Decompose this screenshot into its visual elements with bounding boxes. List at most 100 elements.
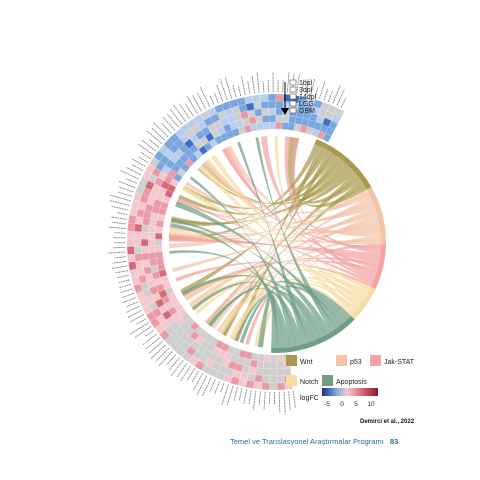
gene-label-mark xyxy=(107,251,126,254)
gene-label-mark xyxy=(300,78,305,95)
heatmap-cell xyxy=(140,245,149,254)
heatmap-cell xyxy=(260,101,269,109)
chord-ribbon xyxy=(182,186,363,305)
heatmap-cell xyxy=(149,258,158,267)
gene-label-mark xyxy=(131,158,146,167)
gene-label-mark xyxy=(179,365,192,382)
gene-label-mark xyxy=(251,75,256,94)
heatmap-cell xyxy=(126,246,135,255)
logfc-tick: 5 xyxy=(354,401,358,408)
pathway-sector-notch xyxy=(350,287,376,320)
gene-label-mark xyxy=(114,256,126,259)
chord-ribbon xyxy=(257,294,278,349)
gene-label-mark xyxy=(110,216,127,220)
gene-label-mark xyxy=(209,95,215,106)
heatmap-cell xyxy=(252,94,261,103)
chord-ribbon xyxy=(222,147,375,282)
gene-label-mark xyxy=(126,305,140,313)
pathway-swatch-apoptosis xyxy=(322,375,333,386)
heatmap-cell xyxy=(269,382,278,391)
gene-label-mark xyxy=(186,95,198,114)
gene-label-mark xyxy=(138,156,149,163)
gene-label-mark xyxy=(146,130,163,145)
heatmap-cell xyxy=(142,259,151,268)
gene-label-mark xyxy=(327,90,333,102)
heatmap-cell xyxy=(133,246,142,255)
heatmap-cell xyxy=(135,260,144,269)
gene-label-mark xyxy=(158,351,173,367)
gene-label-mark xyxy=(161,122,172,134)
heatmap-cell xyxy=(245,380,255,389)
gene-label-mark xyxy=(129,314,144,323)
heatmap-cell xyxy=(254,108,263,117)
heatmap-cell xyxy=(259,94,269,102)
gene-label-mark xyxy=(141,139,157,152)
heatmap-cell xyxy=(134,253,143,262)
chord-ribbon xyxy=(198,164,355,315)
heatmap-cell xyxy=(261,108,270,116)
heatmap-cell xyxy=(140,231,149,240)
gene-label-mark xyxy=(112,260,127,264)
heatmap-cell xyxy=(268,100,276,109)
heatmap-cell xyxy=(128,261,137,271)
gene-label-mark xyxy=(185,103,194,117)
gene-label-mark xyxy=(237,85,242,97)
heatmap-cell xyxy=(245,102,255,111)
gene-label-mark xyxy=(120,288,133,294)
gene-label-mark xyxy=(262,81,265,93)
gene-label-mark xyxy=(252,390,257,411)
logfc-tick: 10 xyxy=(367,401,375,408)
heatmap-cell xyxy=(140,238,149,247)
heatmap-cell xyxy=(269,368,278,377)
heatmap-cell xyxy=(261,375,270,383)
heatmap-cell xyxy=(248,116,257,125)
heatmap-cell xyxy=(268,107,276,116)
gene-label-mark xyxy=(286,72,290,93)
gene-label-mark xyxy=(118,180,136,189)
heatmap-cell xyxy=(247,109,256,118)
chord-ribbon xyxy=(274,135,360,309)
gene-label-mark xyxy=(122,297,136,304)
gene-label-mark xyxy=(310,78,316,97)
heatmap-cell xyxy=(154,239,163,246)
gene-label-mark xyxy=(224,77,233,99)
heatmap-cell xyxy=(244,95,254,105)
gene-label-mark xyxy=(336,88,345,106)
gene-label-mark xyxy=(288,391,291,411)
heatmap-cell xyxy=(128,214,137,224)
gene-label-mark xyxy=(219,79,228,100)
gene-label-mark xyxy=(108,226,126,230)
gene-label-mark xyxy=(220,382,225,393)
gene-label-mark xyxy=(226,385,234,407)
gene-label-mark xyxy=(340,98,347,108)
gene-label-mark xyxy=(136,318,147,325)
gene-label-mark xyxy=(170,360,184,377)
heatmap-cell xyxy=(270,354,277,363)
gene-label-mark xyxy=(116,274,129,279)
gene-label-mark xyxy=(169,109,183,125)
heatmap-cell xyxy=(276,368,285,377)
chord-ribbon xyxy=(237,141,309,345)
pathway-swatch-notch xyxy=(286,375,297,386)
gene-label-mark xyxy=(233,387,238,401)
heatmap-cell xyxy=(270,361,277,370)
logfc-heatmap-ring xyxy=(126,93,345,391)
sample-legend-swatch xyxy=(289,93,297,100)
gene-label-mark xyxy=(292,390,296,408)
gene-label-mark xyxy=(193,373,204,391)
gene-label-mark xyxy=(166,354,177,366)
gene-label-mark xyxy=(145,337,160,350)
gene-label-mark xyxy=(258,391,261,405)
logfc-tick: -5 xyxy=(324,401,330,408)
heatmap-cell xyxy=(147,245,156,253)
heatmap-cell xyxy=(126,230,135,239)
heatmap-cell xyxy=(257,353,265,362)
gene-label-mark xyxy=(263,391,266,410)
sample-legend-label: 1dpl xyxy=(299,80,313,87)
sample-legend-label: 3dpl xyxy=(299,87,313,94)
gene-label-mark xyxy=(243,389,248,404)
gene-label-mark xyxy=(109,194,131,202)
gene-label-mark xyxy=(176,363,188,378)
